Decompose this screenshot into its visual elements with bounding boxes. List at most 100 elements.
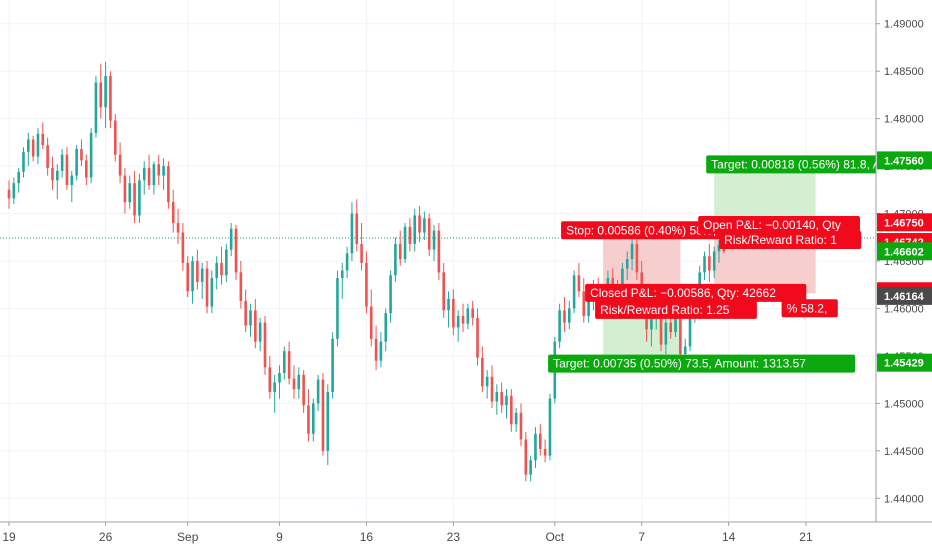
candle-body-64 [316,379,320,404]
candle-body-97 [476,317,479,358]
candle-body-0 [7,189,11,199]
candle-body-60 [297,374,301,390]
long-target-label[interactable]: Target: 0.00818 (0.56%) 81.8, A [706,155,921,174]
y-tick-label-0: 1.49000 [884,19,924,31]
candle-body-57 [283,351,286,373]
price-tag-text-6: 1.45429 [884,358,924,370]
candle-body-38 [191,261,194,292]
candle-body-35 [176,223,180,233]
long-stop-label[interactable]: % 58.2, [781,299,838,318]
candle-body-78 [384,313,388,342]
candle-body-107 [524,439,528,475]
long-center-label-2-bg [719,231,862,250]
candle-body-141 [688,316,692,347]
candle-body-22 [113,120,117,155]
candle-body-46 [229,228,233,250]
y-tick-label-8: 1.45000 [884,398,924,410]
candle-body-19 [99,82,103,108]
candle-body-2 [17,171,20,184]
x-tick-label-0: 19 [2,530,16,544]
candle-body-144 [703,256,706,273]
candle-body-86 [423,218,426,233]
candle-body-56 [278,372,281,383]
candle-body-61 [302,374,305,406]
candle-body-7 [41,133,45,146]
candle-body-53 [263,322,267,368]
candle-body-33 [167,166,170,203]
candle-body-77 [379,341,383,361]
candle-body-4 [27,139,30,152]
candle-body-131 [640,272,644,295]
candle-body-76 [374,338,378,361]
candle-body-9 [51,167,54,181]
long-center-label-2[interactable]: Risk/Reward Ratio: 1 [719,231,862,250]
candle-body-36 [181,232,185,263]
candle-body-45 [225,249,228,276]
candle-body-16 [84,160,88,178]
candle-body-111 [543,448,547,456]
candle-body-102 [500,391,503,406]
candle-body-26 [133,183,136,216]
y-tick-label-6: 1.46000 [884,303,924,315]
long-center-label-1[interactable]: Open P&L: −0.00140, Qty [698,216,860,235]
candle-body-145 [708,256,711,271]
candle-body-70 [345,253,349,271]
time-scale[interactable]: 19 26 Sep 9 16 23 Oct 7 14 21 [2,522,813,544]
short-target-label[interactable]: Target: 0.00735 (0.50%) 73.5, Amount: 13… [548,354,856,373]
candlestick-series [7,61,726,482]
candle-body-80 [394,243,397,276]
candle-body-87 [427,218,431,250]
candle-body-10 [56,170,59,181]
price-tag-0: 1.47560 [877,151,932,170]
price-tag-bg-0 [877,151,932,170]
price-tag-text-0: 1.47560 [884,155,924,167]
candle-body-94 [461,316,465,324]
candle-body-25 [128,183,132,203]
price-tag-bg-6 [877,353,932,372]
price-tag-text-1: 1.46750 [884,217,924,229]
candle-body-82 [403,226,407,260]
candle-body-50 [249,310,252,326]
x-tick-label-8: 14 [722,530,736,544]
candle-body-68 [336,278,339,339]
price-tag-5: 1.46164 [877,286,932,305]
candle-body-12 [65,154,69,186]
candle-body-74 [365,262,368,307]
short-center-label-1[interactable]: Closed P&L: −0.00586, Qty: 42662 [585,283,807,302]
candle-body-55 [273,382,276,392]
candle-body-81 [398,243,402,260]
candle-body-3 [22,151,25,172]
candle-body-116 [567,308,571,323]
price-tag-bg-3 [877,242,932,261]
candle-body-120 [587,300,590,317]
candle-body-79 [389,275,392,314]
x-tick-label-6: Oct [545,530,564,544]
candle-body-129 [630,243,634,260]
y-tick-label-2: 1.48000 [884,114,924,126]
candle-body-27 [138,180,141,216]
candle-body-6 [36,133,40,157]
candle-body-31 [157,164,161,176]
candle-body-48 [239,272,243,301]
x-tick-label-7: 7 [638,530,645,544]
candle-body-44 [220,262,223,276]
candle-body-136 [664,322,668,345]
candle-body-42 [210,278,214,307]
candle-body-65 [321,379,325,451]
x-tick-label-3: 9 [276,530,283,544]
candle-body-112 [548,398,552,456]
candle-body-21 [109,75,112,121]
candle-body-110 [539,433,542,449]
position-labels[interactable]: Stop: 0.00586 (0.40%) 58.6, Amount: 750T… [548,155,921,373]
candle-body-32 [162,166,165,176]
short-center-label-2[interactable]: Risk/Reward Ratio: 1.25 [595,300,757,319]
price-tag-bg-1 [877,213,932,232]
price-tag-text-3: 1.46602 [884,246,924,258]
candle-body-51 [254,310,257,342]
candle-body-24 [123,175,127,203]
price-tag-text-5: 1.46164 [884,291,925,303]
candle-body-143 [698,272,701,292]
candle-body-104 [510,395,513,425]
candle-body-29 [147,167,151,186]
